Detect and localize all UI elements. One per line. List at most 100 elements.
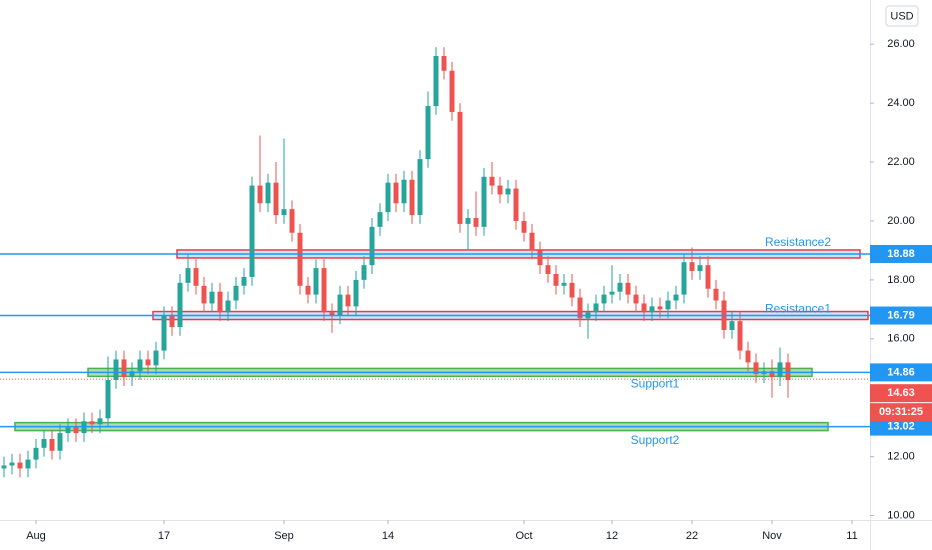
candle-body (169, 315, 175, 328)
candle-body (457, 111, 463, 224)
candle-body (41, 438, 47, 448)
candle-body (433, 55, 439, 107)
candle-body (145, 359, 151, 366)
candle-body (305, 285, 311, 295)
price-tag (870, 306, 932, 325)
price-tag-label: 13.02 (887, 421, 915, 433)
candle-body (281, 209, 287, 216)
candle-body (497, 185, 503, 195)
candle-body (481, 176, 487, 227)
y-tick-label: 18.00 (887, 274, 915, 286)
candle-body (89, 421, 95, 425)
candle-body (9, 462, 15, 466)
candle-body (249, 185, 255, 277)
candle-body (689, 262, 695, 272)
x-tick-label: 14 (382, 530, 394, 542)
candle-body (649, 306, 655, 313)
candle-body (673, 294, 679, 301)
candle-body (393, 182, 399, 204)
candle-body (153, 350, 159, 366)
candle-body (137, 359, 143, 372)
candle-body (609, 291, 615, 295)
x-tick-label: 17 (158, 530, 170, 542)
x-tick-label: 11 (846, 530, 857, 542)
candle-body (777, 362, 783, 378)
candle-body (593, 303, 599, 313)
candle-body (537, 250, 543, 266)
countdown-tag (870, 403, 932, 422)
candle-body (257, 185, 263, 204)
candle-body (505, 188, 511, 195)
candle-body (785, 362, 791, 381)
candle-body (665, 300, 671, 310)
candle-body (753, 362, 759, 375)
candle-body (729, 321, 735, 330)
candle-body (233, 285, 239, 301)
candle-body (201, 285, 207, 304)
candle-body (681, 262, 687, 295)
candle-body (217, 291, 223, 313)
candle-body (273, 182, 279, 216)
candle-body (449, 70, 455, 112)
last-price-label: 14.63 (887, 387, 915, 399)
candle-body (209, 291, 215, 304)
candle-body (745, 350, 751, 363)
candle-body (193, 268, 199, 286)
x-tick-label: Oct (515, 530, 532, 542)
candle-body (705, 265, 711, 289)
currency: USD (890, 10, 913, 22)
candle-body (1, 465, 7, 469)
y-tick-label: 24.00 (887, 97, 915, 109)
candle-body (25, 459, 31, 469)
candle-body (641, 303, 647, 313)
candle-body (409, 179, 415, 216)
candle-body (737, 321, 743, 351)
currency-box[interactable] (885, 5, 919, 27)
candle-body (345, 294, 351, 307)
last-price-tag (870, 384, 932, 403)
price-tag-label: 18.88 (887, 248, 915, 260)
y-tick-label: 26.00 (887, 38, 915, 50)
candle-body (633, 294, 639, 304)
candle-body (441, 55, 447, 71)
candle-body (369, 226, 375, 266)
candle-body (65, 427, 71, 434)
candle-body (105, 380, 111, 419)
candle-body (97, 418, 103, 425)
x-tick-label: 22 (686, 530, 698, 542)
price-tag (870, 244, 932, 263)
candle-body (225, 300, 231, 313)
candle-body (601, 294, 607, 304)
candle-body (17, 462, 23, 469)
level-name: Resistance2 (765, 235, 831, 249)
candle-body (241, 276, 247, 286)
candle-body (489, 176, 495, 186)
y-tick-label: 10.00 (887, 509, 915, 521)
candle-body (529, 232, 535, 251)
candle-body (297, 232, 303, 286)
candle-body (185, 268, 191, 283)
candle-body (769, 371, 775, 378)
y-tick-label: 22.00 (887, 156, 915, 168)
candle-body (513, 188, 519, 221)
candle-body (321, 268, 327, 313)
x-tick-label: Sep (274, 530, 294, 542)
level-name: Resistance1 (765, 302, 831, 316)
x-tick-label: 12 (606, 530, 618, 542)
candle-body (617, 282, 623, 292)
candle-body (465, 218, 471, 224)
candle-body (49, 438, 55, 451)
candle-body (121, 359, 127, 378)
candle-body (697, 265, 703, 272)
candle-body (337, 294, 343, 316)
candle-body (129, 371, 135, 378)
candle-body (313, 268, 319, 295)
candle-body (553, 273, 559, 286)
candle-body (569, 282, 575, 298)
candle-body (33, 447, 39, 460)
y-tick-label: 20.00 (887, 215, 915, 227)
price-tag (870, 417, 932, 436)
candle-body (177, 282, 183, 328)
